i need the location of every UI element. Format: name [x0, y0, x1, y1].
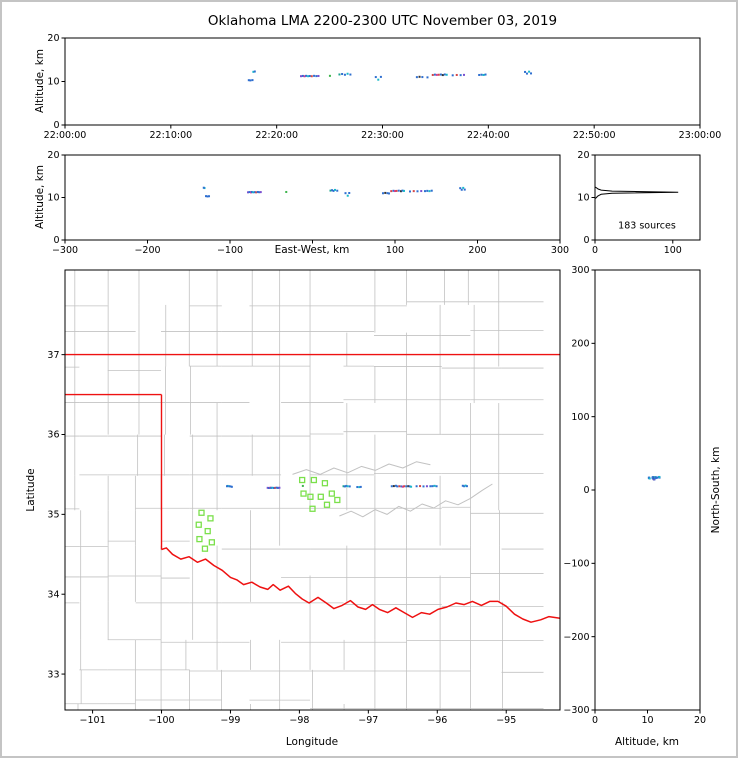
- time-panel-ylabel: Altitude, km: [34, 48, 46, 114]
- svg-text:20: 20: [694, 715, 706, 726]
- ew-panel-xlabel: East-West, km: [274, 244, 350, 256]
- svg-text:20: 20: [47, 33, 59, 44]
- map-layers: [65, 270, 560, 710]
- ns-panel-ylabel: North-South, km: [710, 446, 722, 534]
- svg-text:−300: −300: [563, 705, 589, 716]
- svg-text:36: 36: [47, 430, 59, 441]
- map-xlabel: Longitude: [285, 736, 339, 748]
- svg-text:34: 34: [47, 589, 59, 600]
- svg-text:−100: −100: [148, 715, 174, 726]
- lma-stations: [195, 476, 341, 552]
- svg-text:0: 0: [583, 235, 589, 246]
- svg-text:0: 0: [53, 120, 59, 131]
- svg-text:100: 100: [571, 412, 589, 423]
- svg-text:22:40:00: 22:40:00: [467, 130, 510, 141]
- svg-text:200: 200: [571, 339, 589, 350]
- svg-text:−100: −100: [217, 245, 243, 256]
- svg-text:−96: −96: [427, 715, 447, 726]
- svg-text:10: 10: [577, 193, 589, 204]
- source-points: [202, 186, 466, 198]
- panel-ns-height: 0 10 20 −300 −200 −100 0 100 200 300: [563, 265, 706, 726]
- svg-text:22:00:00: 22:00:00: [44, 130, 87, 141]
- svg-text:300: 300: [571, 265, 589, 276]
- source-points: [647, 475, 661, 481]
- svg-text:10: 10: [47, 77, 59, 88]
- svg-text:20: 20: [47, 150, 59, 161]
- svg-text:−95: −95: [496, 715, 516, 726]
- svg-text:22:20:00: 22:20:00: [255, 130, 298, 141]
- svg-text:−300: −300: [52, 245, 78, 256]
- county-lines: [65, 270, 544, 710]
- ns-panel-xlabel: Altitude, km: [614, 736, 680, 748]
- svg-text:0: 0: [583, 485, 589, 496]
- sources-count-annotation: 183 sources: [618, 220, 676, 232]
- svg-text:33: 33: [47, 669, 59, 680]
- figure-title: Oklahoma LMA 2200-2300 UTC November 03, …: [207, 13, 558, 29]
- source-points: [226, 484, 468, 490]
- svg-text:35: 35: [47, 510, 59, 521]
- svg-text:100: 100: [386, 245, 404, 256]
- svg-text:−101: −101: [80, 715, 106, 726]
- svg-text:−97: −97: [358, 715, 378, 726]
- river-lines: [292, 461, 493, 518]
- svg-text:−200: −200: [134, 245, 160, 256]
- panel-alt-histogram: 0 100 0 10 20: [577, 150, 701, 256]
- svg-text:300: 300: [551, 245, 569, 256]
- map-ylabel: Latitude: [25, 468, 37, 512]
- svg-text:0: 0: [592, 245, 598, 256]
- panel-map: −101 −100 −99 −98 −97 −96 −95 33 34 35 36 37: [47, 269, 561, 726]
- svg-text:−98: −98: [289, 715, 309, 726]
- svg-text:23:00:00: 23:00:00: [679, 130, 722, 141]
- altitude-profile-line: [594, 155, 679, 240]
- svg-text:200: 200: [468, 245, 486, 256]
- svg-text:22:10:00: 22:10:00: [149, 130, 192, 141]
- svg-text:0: 0: [53, 235, 59, 246]
- svg-text:−99: −99: [220, 715, 240, 726]
- panel-ew-height: −300 −200 −100 100 200 300 0 10 20: [47, 150, 569, 256]
- svg-text:−100: −100: [563, 559, 589, 570]
- svg-text:10: 10: [47, 193, 59, 204]
- state-border: [65, 353, 560, 623]
- svg-text:37: 37: [47, 350, 59, 361]
- svg-text:−200: −200: [563, 632, 589, 643]
- ew-panel-ylabel: Altitude, km: [34, 164, 46, 230]
- svg-text:22:50:00: 22:50:00: [573, 130, 616, 141]
- svg-text:100: 100: [664, 245, 682, 256]
- svg-text:10: 10: [641, 715, 653, 726]
- svg-text:22:30:00: 22:30:00: [361, 130, 404, 141]
- svg-text:0: 0: [592, 715, 598, 726]
- source-points: [247, 70, 533, 82]
- svg-text:20: 20: [577, 150, 589, 161]
- panel-time-height: 22:00:00 22:10:00 22:20:00 22:30:00 22:40:00…: [44, 33, 722, 141]
